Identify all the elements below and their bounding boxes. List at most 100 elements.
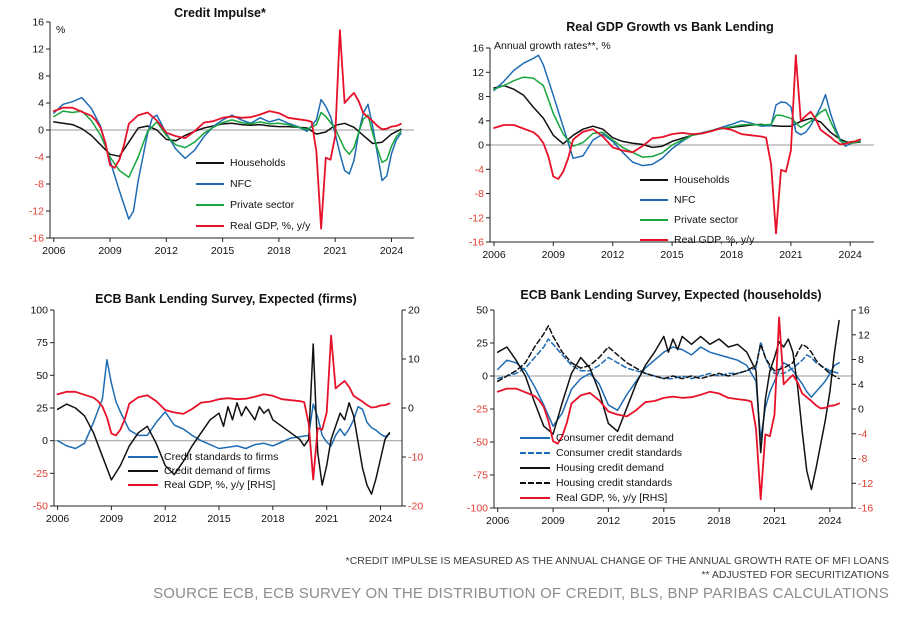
x-tick-label: 2021: [779, 249, 803, 261]
left-axis: 50 25 0 -25 -50 -75 -100: [467, 305, 495, 515]
x-tick-label: 2009: [542, 249, 566, 261]
x-tick-label: 2018: [267, 245, 291, 257]
legend-line-real-gdp-y-y-rhs: [520, 496, 550, 499]
legend-label: NFC: [230, 177, 252, 190]
legend-label: Households: [230, 156, 286, 169]
chart-canvas-gdp-vs-bank-lending: 2006 2009 2012 2015 2018 2021 2024 16 12 8 4 0 -4 -8 -…: [469, 43, 874, 261]
y-tick-label: 16: [32, 17, 44, 29]
legend-line-real-gdp-y-y: [196, 224, 224, 227]
legend-label: Real GDP, %, y/y: [674, 234, 755, 246]
y-tick-label-right: -16: [858, 503, 873, 515]
legend-line-housing-credit-standards: [520, 481, 550, 484]
y-tick-label: 12: [472, 67, 484, 79]
y-tick-label-right: -8: [858, 453, 867, 465]
legend-item: Consumer credit standards: [520, 445, 682, 460]
x-tick-label: 2012: [601, 249, 625, 261]
y-tick-label-right: -4: [858, 428, 867, 440]
x-tick-label: 2024: [369, 513, 393, 525]
legend-item: Credit standards to firms: [128, 450, 278, 464]
y-tick-label: 75: [36, 337, 48, 349]
x-tick-label: 2006: [486, 515, 510, 527]
y-tick-label: 0: [38, 125, 44, 137]
legend-line-credit-standards-to-firms: [128, 456, 158, 458]
x-tick-label: 2024: [818, 515, 842, 527]
left-axis: 100 75 50 25 0 -25 -50: [30, 305, 55, 513]
chart-bls-firms: ECB Bank Lending Survey, Expected (firms…: [14, 290, 438, 530]
x-tick-label: 2015: [207, 513, 231, 525]
x-tick-label: 2009: [541, 515, 565, 527]
legend-line-credit-demand-of-firms: [128, 470, 158, 472]
y-tick-label: 0: [482, 371, 488, 383]
y-tick-label-right: 0: [858, 404, 864, 416]
legend-label: Consumer credit standards: [556, 446, 683, 459]
legend-label: Real GDP, %, y/y [RHS]: [556, 491, 668, 504]
y-tick-label-right: -12: [858, 478, 873, 490]
legend-item: Real GDP, %, y/y: [196, 215, 310, 236]
legend-item: NFC: [196, 173, 310, 194]
y-tick-label: -4: [475, 164, 484, 176]
legend: Consumer credit demand Consumer credit st…: [520, 430, 682, 505]
y-tick-label: 4: [478, 115, 484, 127]
y-tick-label: 50: [476, 305, 488, 317]
y-tick-label: 0: [42, 435, 48, 447]
legend-item: Consumer credit demand: [520, 430, 682, 445]
y-tick-label: 50: [36, 370, 48, 382]
y-tick-label: -50: [473, 437, 488, 449]
x-tick-label: 2015: [211, 245, 235, 257]
x-tick-label: 2006: [42, 245, 66, 257]
chart-title: Credit Impulse*: [174, 6, 266, 20]
legend-item: Real GDP, %, y/y [RHS]: [520, 490, 682, 505]
y-tick-label-right: 0: [408, 403, 414, 415]
y-tick-label-right: 8: [858, 354, 864, 366]
y-tick-label: -4: [35, 152, 44, 164]
legend-line-real-gdp-y-y: [640, 239, 668, 241]
legend-item: Real GDP, %, y/y: [640, 230, 754, 250]
series-credit-demand-of-firms: [56, 343, 391, 495]
legend-item: Private sector: [196, 194, 310, 215]
x-tick-label: 2021: [315, 513, 339, 525]
source-line: SOURCE ECB, ECB SURVEY ON THE DISTRIBUTI…: [153, 585, 889, 602]
series-housing-credit-standards: [496, 325, 840, 383]
growth-rates-annotation: Annual growth rates**, %: [494, 40, 611, 52]
x-tick-label: 2018: [720, 249, 744, 261]
legend-label: Real GDP, %, y/y: [230, 219, 311, 232]
x-tick-label: 2021: [324, 245, 348, 257]
legend-line-private-sector: [640, 219, 668, 221]
y-tick-label: 12: [32, 44, 44, 56]
x-tick-label: 2018: [707, 515, 731, 527]
chart-title: Real GDP Growth vs Bank Lending: [566, 20, 774, 34]
chart-canvas-bls-households: 2006 2009 2012 2015 2018 2021 2024 50 25 0 -25 -50 -…: [467, 305, 873, 528]
chart-title: ECB Bank Lending Survey, Expected (house…: [520, 288, 822, 302]
footnote-securitizations: ** ADJUSTED FOR SECURITIZATIONS: [701, 569, 889, 581]
y-axis-unit-label: %: [56, 24, 66, 36]
legend-item: Credit demand of firms: [128, 464, 278, 478]
chart-canvas-credit-impulse: 2006 2009 2012 2015 2018 2021 2024 16 12 8 4 0 -4 -8 -…: [29, 17, 414, 257]
legend-item: Real GDP, %, y/y [RHS]: [128, 478, 278, 492]
y-tick-label: -75: [473, 470, 488, 482]
y-tick-label: -12: [469, 212, 484, 224]
y-tick-label: -16: [29, 233, 44, 245]
right-axis: 16 12 8 4 0 -4 -8 -12 -16: [851, 305, 873, 515]
legend-line-nfc: [196, 182, 224, 185]
x-axis: 2006 2009 2012 2015 2018 2021 2024: [46, 505, 402, 525]
legend: Households NFC Private sector Real GDP, %, …: [640, 170, 754, 250]
legend: Credit standards to firms Credit demand o…: [128, 450, 278, 492]
y-tick-label: -50: [33, 501, 48, 513]
x-tick-label: 2006: [482, 249, 506, 261]
series-real-gdp-y-y-rhs: [56, 334, 391, 481]
y-tick-label: 0: [478, 140, 484, 152]
series-housing-credit-demand: [496, 319, 840, 491]
footnote-credit-impulse: *CREDIT IMPULSE IS MEASURED AS THE ANNUA…: [345, 555, 889, 567]
y-tick-label: -8: [35, 179, 44, 191]
legend-label: Real GDP, %, y/y [RHS]: [164, 479, 276, 491]
legend-line-nfc: [640, 199, 668, 201]
series-consumer-credit-standards: [496, 338, 840, 380]
series-real-gdp-y-y: [493, 54, 862, 235]
x-axis: 2006 2009 2012 2015 2018 2021 2024: [482, 241, 874, 261]
y-tick-label-right: 20: [408, 305, 420, 317]
x-tick-label: 2009: [98, 245, 122, 257]
y-tick-label: -16: [469, 237, 484, 249]
legend-item: NFC: [640, 190, 754, 210]
legend-label: Consumer credit demand: [556, 431, 674, 444]
legend-item: Private sector: [640, 210, 754, 230]
